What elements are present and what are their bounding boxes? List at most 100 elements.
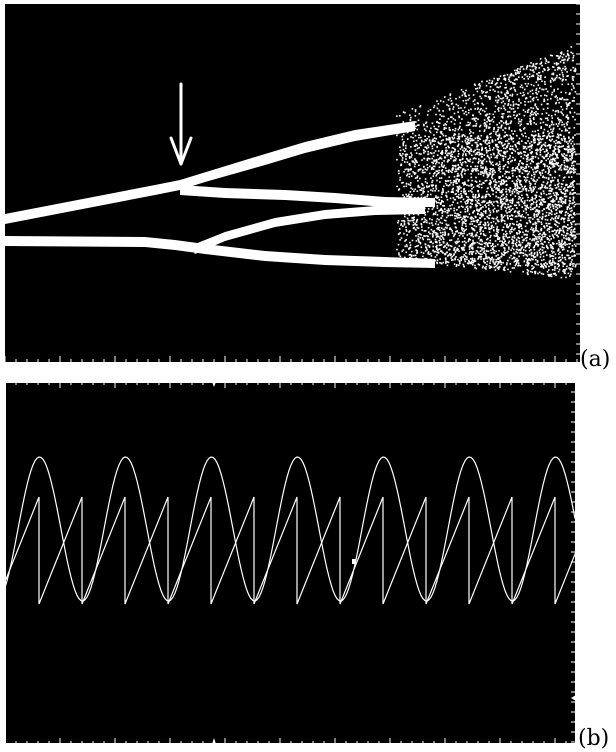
scatter-point [517, 262, 520, 265]
scatter-point [502, 155, 505, 158]
scatter-point [536, 162, 539, 165]
scatter-point [457, 155, 459, 158]
scatter-point [462, 228, 465, 230]
scatter-point [405, 193, 407, 196]
scatter-point [434, 140, 436, 142]
scatter-point [502, 105, 505, 107]
scatter-point [410, 116, 412, 119]
scatter-point [530, 107, 532, 109]
scatter-point [501, 200, 504, 203]
scatter-point [471, 144, 473, 147]
scatter-point [530, 158, 533, 160]
scatter-point [546, 181, 549, 184]
scatter-point [449, 227, 451, 229]
scatter-point [445, 243, 448, 246]
scatter-point [548, 275, 550, 277]
scatter-point [434, 150, 437, 152]
scatter-point [553, 158, 556, 161]
scatter-point [549, 196, 551, 199]
scatter-point [458, 220, 461, 223]
scatter-point [475, 219, 478, 222]
scatter-point [497, 152, 500, 154]
scatter-point [478, 83, 481, 85]
scatter-point [535, 205, 538, 208]
bifurcation-branches [5, 121, 435, 268]
scatter-point [424, 139, 426, 141]
scatter-point [488, 119, 490, 122]
scatter-point [557, 180, 559, 182]
scatter-point [433, 143, 435, 146]
scatter-point [566, 105, 568, 108]
scatter-point [548, 214, 550, 216]
scatter-point [509, 147, 511, 150]
scatter-point [477, 184, 479, 187]
scatter-point [479, 253, 482, 255]
scatter-point [541, 242, 543, 245]
scatter-point [563, 148, 566, 150]
scatter-point [517, 211, 520, 213]
scatter-point [491, 227, 493, 229]
scatter-point [505, 251, 508, 254]
scatter-point [573, 186, 575, 189]
scatter-point [496, 134, 498, 137]
scatter-point [524, 245, 527, 247]
scatter-point [521, 86, 524, 89]
scatter-point [514, 150, 517, 153]
scatter-point [482, 104, 485, 106]
scatter-point [551, 261, 554, 264]
scatter-point [555, 95, 557, 97]
scatter-point [565, 154, 567, 157]
scatter-point [508, 199, 511, 202]
scatter-point [436, 197, 438, 199]
scatter-point [504, 203, 507, 206]
scatter-point [518, 163, 520, 165]
scatter-point [523, 94, 525, 96]
scatter-point [519, 252, 521, 254]
scatter-point [410, 195, 412, 198]
scatter-point [556, 155, 558, 157]
scatter-point [530, 123, 532, 126]
scatter-point [535, 243, 537, 246]
scatter-point [540, 196, 542, 198]
scatter-point [554, 262, 557, 264]
scatter-point [492, 243, 494, 245]
scatter-point [467, 196, 470, 198]
scatter-point [526, 170, 528, 172]
scatter-point [488, 160, 491, 162]
scatter-point [497, 268, 500, 270]
scatter-point [442, 233, 444, 236]
scatter-point [532, 231, 535, 234]
scatter-point [523, 128, 525, 130]
scatter-point [540, 95, 542, 97]
scatter-point [521, 241, 524, 244]
scatter-point [539, 188, 542, 190]
scatter-point [505, 200, 507, 202]
scatter-point [505, 123, 508, 126]
scatter-point [570, 231, 572, 233]
scatter-point [514, 90, 517, 92]
scatter-point [509, 263, 512, 265]
scatter-point [560, 205, 563, 207]
scatter-point [554, 267, 556, 270]
scatter-point [463, 182, 465, 184]
scatter-point [561, 80, 564, 82]
scatter-point [555, 64, 558, 66]
scatter-point [558, 167, 561, 170]
scatter-point [444, 231, 446, 233]
scatter-point [435, 113, 437, 116]
scatter-point [469, 258, 472, 260]
scatter-point [451, 214, 453, 217]
scatter-point [519, 265, 522, 267]
scatter-point [510, 137, 512, 140]
scatter-point [520, 120, 522, 123]
scatter-point [534, 130, 536, 133]
scatter-point [504, 173, 506, 175]
scatter-point [409, 230, 411, 232]
scatter-point [508, 138, 510, 140]
scatter-point [546, 237, 549, 239]
scatter-point [427, 150, 429, 153]
scatter-point [406, 173, 409, 176]
scatter-point [498, 163, 501, 165]
scatter-point [466, 145, 469, 148]
scatter-point [508, 78, 510, 80]
